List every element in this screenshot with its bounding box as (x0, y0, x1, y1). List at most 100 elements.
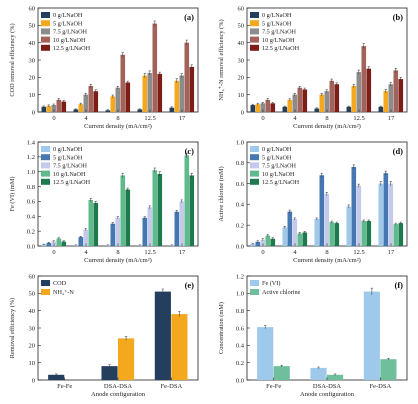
y-tick-label: 0 (32, 109, 35, 116)
y-tick-label: 30 (29, 325, 36, 332)
legend-label: 5 g/LNaOH (262, 154, 292, 161)
bar-a-1-2 (110, 96, 116, 112)
bar-b-3-2 (329, 80, 335, 112)
bar-d-3-2 (329, 222, 335, 246)
y-axis-label: COD removal efficiency (%) (9, 23, 16, 96)
y-tick-label: 0.6 (27, 199, 36, 206)
y-tick-label: 1.2 (27, 154, 35, 161)
y-tick-label: 1.0 (236, 291, 244, 298)
y-tick-label: 0.4 (236, 202, 245, 209)
bar-e-1-1 (118, 338, 135, 380)
y-axis-label: Removal efficiency (%) (9, 298, 16, 358)
y-tick-label: 20 (238, 75, 245, 82)
legend-label: 5 g/LNaOH (262, 20, 292, 27)
bar-c-4-4 (189, 175, 195, 246)
y-axis-label: Concentration (mM) (218, 302, 225, 354)
panel-label: (f) (395, 280, 404, 290)
bar-a-3-2 (120, 54, 126, 112)
x-tick-label: 8 (116, 115, 119, 122)
chart-panel-f: 0.0 0.2 0.4 0.6 0.8 1.0 1.2 Fe-Fe DSA-DSA Fe-DSA A… (218, 273, 408, 398)
y-tick-label: 30 (238, 57, 245, 64)
y-tick-label: 0.0 (236, 243, 244, 250)
y-tick-label: 0.8 (236, 160, 244, 167)
bar-f-1-1 (327, 374, 344, 380)
bar-b-4-0 (270, 103, 276, 112)
legend-swatch (41, 12, 50, 18)
legend-swatch (41, 28, 50, 35)
bar-b-2-1 (292, 94, 298, 112)
x-tick-label: 17 (388, 115, 395, 122)
legend-label: 7.5 g/LNaOH (53, 163, 88, 170)
y-axis-label: Fe (VI) (mM) (9, 177, 16, 212)
legend-label: 0 g/LNaOH (53, 12, 83, 19)
bar-f-1-0 (273, 366, 290, 380)
bar-b-3-0 (265, 99, 271, 112)
y-axis-label: NH₄⁺-N removal efficiency (%) (218, 19, 225, 100)
bar-b-0-2 (314, 108, 320, 112)
x-axis-label: Current density (mA/cm²) (293, 257, 361, 264)
bar-d-4-1 (302, 232, 308, 246)
x-axis-label: Anode configuration (300, 391, 355, 398)
y-tick-label: 50 (29, 23, 36, 30)
legend-swatch (41, 44, 50, 51)
legend-label: COD (53, 280, 67, 287)
y-tick-label: 20 (29, 343, 36, 350)
bar-d-2-0 (260, 239, 266, 246)
x-tick-label: 0 (261, 249, 264, 256)
bar-d-1-0 (255, 241, 261, 246)
legend-swatch (250, 154, 259, 161)
legend-swatch (250, 146, 259, 152)
legend-swatch (250, 289, 259, 295)
y-tick-label: 10 (238, 92, 245, 99)
y-tick-label: 0.6 (236, 181, 245, 188)
bar-a-3-0 (56, 99, 62, 112)
legend-label: 12.5 g/LNaOH (262, 45, 300, 52)
bar-d-2-2 (324, 194, 330, 246)
x-tick-label: DSA-DSA (104, 383, 132, 390)
bar-d-1-2 (319, 175, 325, 246)
bar-c-3-0 (56, 238, 62, 246)
x-tick-label: 17 (388, 249, 395, 256)
chart-panel-e: 0 10 20 30 40 50 60 Fe-Fe DSA-DSA Fe-DSA Anode con… (9, 273, 199, 398)
y-tick-label: 1.0 (27, 169, 35, 176)
x-tick-label: 0 (261, 115, 264, 122)
bar-d-1-1 (287, 211, 293, 246)
bar-d-0-2 (314, 218, 320, 246)
legend-swatch (41, 178, 50, 185)
y-tick-label: 0.8 (236, 308, 244, 315)
x-tick-label: 8 (116, 249, 119, 256)
bar-b-0-3 (346, 106, 352, 112)
x-tick-label: Fe-DSA (369, 383, 391, 390)
y-tick-label: 60 (238, 5, 245, 12)
y-tick-label: 20 (29, 75, 36, 82)
bar-a-1-1 (78, 104, 84, 112)
bar-c-2-2 (115, 217, 121, 246)
y-tick-label: 0.8 (27, 184, 35, 191)
bar-c-1-2 (110, 223, 116, 246)
legend-swatch (41, 280, 50, 286)
bar-c-0-0 (41, 244, 47, 246)
bar-c-4-3 (157, 173, 163, 246)
chart-panel-a: 0 10 20 30 40 50 60 0 4 8 12.5 17 Current density (m… (9, 5, 199, 130)
y-tick-label: 0.2 (27, 228, 35, 235)
bar-e-0-0 (48, 374, 65, 380)
y-tick-label: 0 (241, 109, 244, 116)
y-tick-label: 60 (29, 5, 36, 12)
y-tick-label: 40 (238, 40, 245, 47)
bar-e-1-2 (171, 314, 188, 380)
bar-d-0-3 (346, 206, 352, 246)
y-tick-label: 10 (29, 92, 36, 99)
bar-d-3-4 (393, 224, 399, 246)
bar-a-4-3 (157, 73, 163, 112)
y-tick-label: 40 (29, 308, 36, 315)
bar-b-2-4 (388, 84, 394, 112)
y-tick-label: 0.4 (27, 214, 36, 221)
bar-b-0-4 (378, 106, 384, 112)
bar-d-2-3 (356, 185, 362, 246)
legend-label: NH₄⁺-N (53, 289, 74, 296)
x-tick-label: 12.5 (144, 249, 155, 256)
x-tick-label: DSA-DSA (313, 383, 341, 390)
